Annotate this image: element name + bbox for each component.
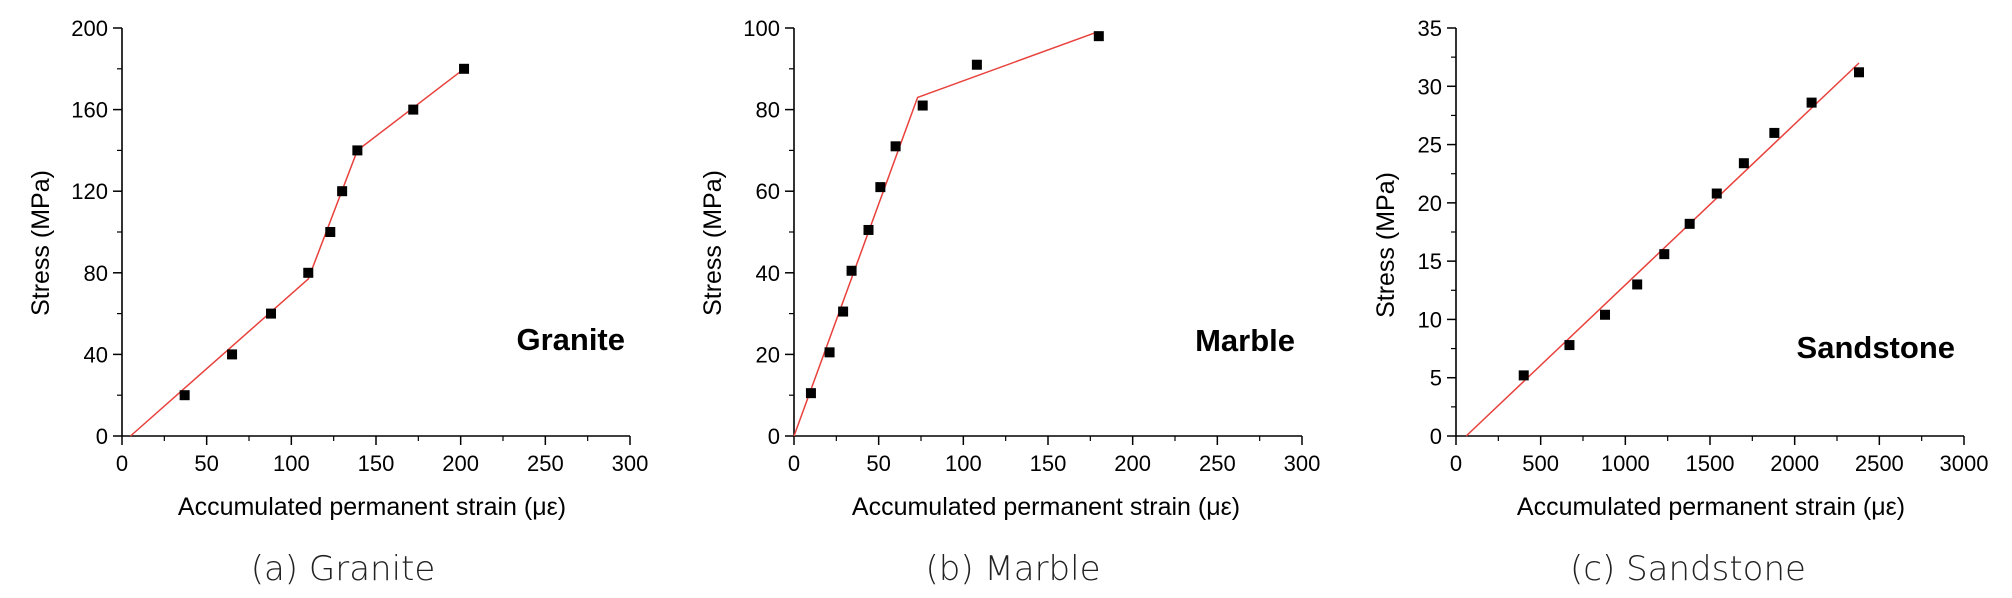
data-point-sandstone [1711, 188, 1722, 199]
y-tick-label-marble: 0 [768, 424, 780, 449]
x-tick-label-sandstone: 3000 [1940, 451, 1989, 476]
y-tick-label-sandstone: 25 [1418, 133, 1442, 158]
data-point-marble [890, 141, 901, 152]
x-tick-label-granite: 150 [358, 451, 395, 476]
data-point-granite [352, 145, 363, 156]
caption-sandstone: (c) Sandstone [1570, 549, 1806, 589]
x-axis-label-marble: Accumulated permanent strain (με) [852, 493, 1240, 521]
x-axis-label-sandstone: Accumulated permanent strain (με) [1517, 493, 1905, 521]
data-point-granite [325, 227, 336, 237]
y-tick-label-marble: 40 [756, 261, 780, 286]
data-point-marble [863, 224, 874, 235]
x-tick-label-sandstone: 500 [1522, 451, 1559, 476]
x-tick-label-granite: 300 [612, 451, 649, 476]
y-tick-label-sandstone: 30 [1418, 74, 1442, 99]
x-tick-label-sandstone: 0 [1450, 451, 1462, 476]
x-tick-label-marble: 300 [1284, 451, 1321, 476]
data-point-marble [805, 388, 816, 399]
data-point-sandstone [1806, 97, 1817, 108]
data-point-sandstone [1600, 309, 1611, 320]
y-tick-label-sandstone: 35 [1418, 16, 1442, 41]
data-point-marble [875, 182, 886, 193]
data-point-marble [971, 59, 982, 70]
x-tick-label-granite: 200 [442, 451, 479, 476]
data-point-granite [408, 104, 419, 115]
y-tick-label-marble: 60 [756, 179, 780, 204]
y-tick-label-sandstone: 20 [1418, 191, 1442, 216]
annotation-sandstone: Sandstone [1797, 330, 1955, 365]
fit-line-marble [793, 31, 1098, 437]
y-axis-label-marble: Stress (MPa) [699, 170, 727, 316]
data-point-sandstone [1564, 340, 1575, 351]
y-tick-label-sandstone: 15 [1418, 249, 1442, 274]
y-tick-label-granite: 0 [96, 424, 108, 449]
data-point-granite [337, 186, 348, 197]
x-axis-label-granite: Accumulated permanent strain (με) [178, 493, 566, 521]
annotation-granite: Granite [516, 322, 625, 357]
x-tick-label-granite: 100 [273, 451, 310, 476]
y-tick-label-marble: 20 [756, 342, 780, 367]
data-point-sandstone [1854, 67, 1865, 78]
y-tick-label-granite: 200 [71, 16, 108, 41]
data-point-granite [459, 63, 470, 74]
y-tick-label-granite: 120 [71, 179, 108, 204]
panel-granite: (a) Granite Granite Accumulated permanen… [27, 16, 648, 589]
x-tick-label-sandstone: 1000 [1601, 451, 1650, 476]
caption-granite: (a) Granite [251, 549, 436, 589]
x-tick-label-granite: 0 [116, 451, 128, 476]
panel-marble: (b) Marble Marble Accumulated permanent … [699, 16, 1320, 589]
data-point-sandstone [1769, 127, 1780, 138]
x-tick-label-marble: 250 [1199, 451, 1236, 476]
y-tick-label-granite: 40 [84, 342, 108, 367]
panel-sandstone: (c) Sandstone Sandstone Accumulated perm… [1372, 16, 1988, 589]
data-point-sandstone [1518, 370, 1529, 381]
annotation-marble: Marble [1195, 323, 1295, 358]
data-point-marble [846, 265, 857, 276]
y-tick-label-sandstone: 5 [1430, 366, 1442, 391]
data-point-marble [838, 306, 849, 317]
data-point-sandstone [1632, 279, 1643, 290]
data-point-sandstone [1738, 158, 1749, 169]
x-tick-label-marble: 200 [1114, 451, 1151, 476]
data-point-marble [1093, 31, 1104, 42]
x-tick-label-marble: 0 [788, 451, 800, 476]
x-tick-label-marble: 150 [1030, 451, 1067, 476]
y-tick-label-sandstone: 0 [1430, 424, 1442, 449]
x-tick-label-granite: 250 [527, 451, 564, 476]
x-tick-label-sandstone: 2000 [1770, 451, 1819, 476]
x-tick-label-sandstone: 1500 [1686, 451, 1735, 476]
y-tick-label-marble: 100 [743, 16, 780, 41]
y-axis-label-sandstone: Stress (MPa) [1372, 172, 1400, 318]
x-tick-label-sandstone: 2500 [1855, 451, 1904, 476]
data-point-granite [227, 349, 238, 360]
data-point-marble [917, 100, 928, 111]
y-tick-label-granite: 80 [84, 261, 108, 286]
caption-marble: (b) Marble [925, 549, 1100, 589]
y-axis-label-granite: Stress (MPa) [27, 170, 55, 316]
data-point-granite [303, 267, 314, 278]
y-tick-label-sandstone: 10 [1418, 307, 1442, 332]
x-tick-label-marble: 100 [945, 451, 982, 476]
data-point-granite [179, 390, 190, 401]
fit-line-granite [130, 68, 465, 437]
x-tick-label-granite: 50 [194, 451, 218, 476]
data-point-marble [824, 347, 835, 358]
data-point-sandstone [1659, 249, 1670, 260]
y-tick-label-marble: 80 [756, 98, 780, 123]
y-tick-label-granite: 160 [71, 98, 108, 123]
x-tick-label-marble: 50 [866, 451, 890, 476]
data-point-granite [266, 308, 277, 319]
data-point-sandstone [1684, 218, 1695, 229]
